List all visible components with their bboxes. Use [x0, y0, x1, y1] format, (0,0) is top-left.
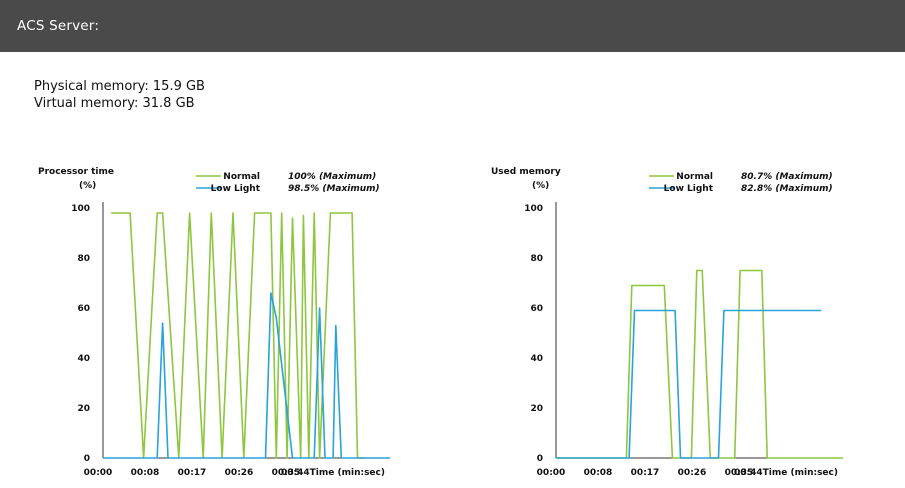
mem-legend-label-low-light: Low Light — [664, 184, 714, 194]
processor-time-chart: Processor time (%) 0 20 40 60 80 100 00:00 00:08 0… — [38, 167, 390, 478]
mem-series-normal — [556, 269, 843, 459]
cpu-legend-label-normal: Normal — [223, 172, 260, 182]
mem-xtick-label: 00:08 — [584, 468, 613, 478]
mem-ytick-label: 80 — [530, 254, 543, 264]
cpu-legend-value-low-light: 98.5% (Maximum) — [288, 184, 380, 194]
cpu-ylabel-unit: (%) — [79, 181, 96, 191]
mem-ylabel: Used memory — [491, 167, 561, 177]
mem-ylabel-unit: (%) — [532, 181, 549, 191]
cpu-legend-value-normal: 100% (Maximum) — [288, 172, 376, 182]
cpu-ylabel: Processor time — [38, 167, 114, 177]
mem-ytick-label: 40 — [530, 354, 543, 364]
physical-memory-text: Physical memory: 15.9 GB — [34, 79, 205, 94]
cpu-xtick-label: 00:08 — [131, 468, 160, 478]
mem-ytick-label: 20 — [530, 404, 543, 414]
header-title: ACS Server: — [17, 18, 100, 34]
header-bar: ACS Server: — [0, 0, 905, 52]
cpu-ytick-label: 100 — [71, 204, 90, 214]
cpu-xtick-label: 00:26 — [225, 468, 254, 478]
mem-xtick-label: 00:17 — [631, 468, 660, 478]
mem-xtick-label: 00:26 — [678, 468, 707, 478]
virtual-memory-text: Virtual memory: 31.8 GB — [34, 96, 195, 111]
cpu-xtick-label: 00:17 — [178, 468, 207, 478]
cpu-ytick-label: 80 — [77, 254, 90, 264]
mem-legend-value-low-light: 82.8% (Maximum) — [741, 184, 833, 194]
cpu-xtick-label: 00:00 — [84, 468, 113, 478]
mem-ytick-label: 60 — [530, 304, 543, 314]
cpu-xtick-label: 00:44Time (min:sec) — [281, 468, 385, 478]
cpu-series-normal — [111, 212, 366, 459]
cpu-ytick-label: 40 — [77, 354, 90, 364]
mem-xtick-label: 00:35 — [725, 468, 754, 478]
mem-series-low-light — [556, 309, 822, 459]
cpu-ytick-label: 20 — [77, 404, 90, 414]
cpu-legend-label-low-light: Low Light — [211, 184, 261, 194]
cpu-ytick-label: 0 — [84, 454, 90, 464]
mem-ytick-label: 0 — [537, 454, 543, 464]
mem-ytick-label: 100 — [524, 204, 543, 214]
cpu-series-low-light — [103, 292, 390, 459]
mem-xtick-label: 00:00 — [537, 468, 566, 478]
mem-xtick-label: 00:44Time (min:sec) — [734, 468, 838, 478]
used-memory-chart: Used memory (%) 0 20 40 60 80 100 00:00 00:08 00:1… — [491, 167, 843, 478]
mem-legend-value-normal: 80.7% (Maximum) — [741, 172, 833, 182]
mem-legend-label-normal: Normal — [676, 172, 713, 182]
cpu-ytick-label: 60 — [77, 304, 90, 314]
cpu-xtick-label: 00:35 — [272, 468, 301, 478]
